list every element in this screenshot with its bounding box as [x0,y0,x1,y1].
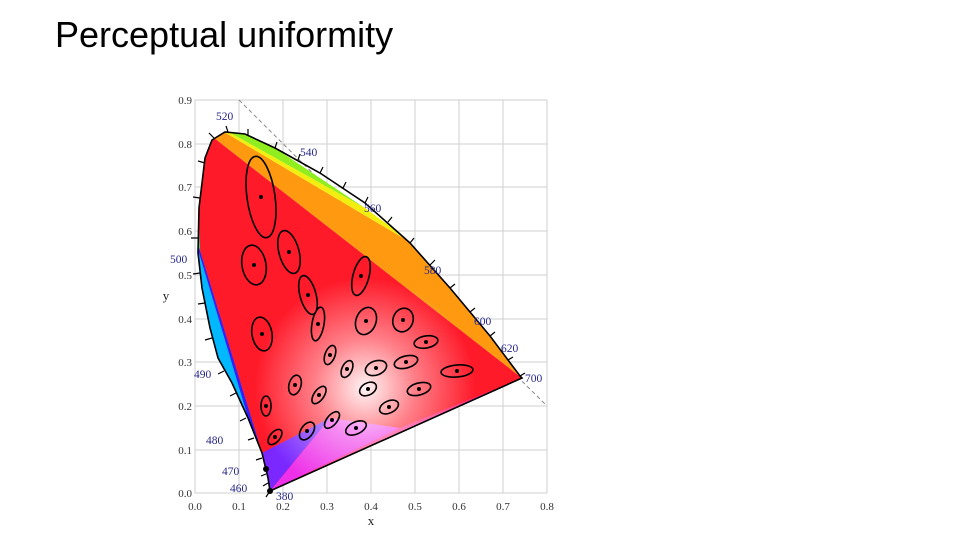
x-tick-label: 0.5 [408,501,422,513]
macadam-ellipses [240,155,474,446]
ellipse [340,359,354,379]
x-tick-label: 0.3 [320,501,334,513]
y-tick-label: 0.1 [178,445,192,457]
wavelength-label: 700 [525,373,543,385]
x-tick-label: 0.1 [232,501,246,513]
x-tick-label: 0.4 [364,501,378,513]
wavelength-ticks [191,125,526,498]
y-tick-labels: 0.0 0.1 0.2 0.3 0.4 0.5 0.6 0.7 0.8 0.9 [178,95,192,500]
wavelength-label: 500 [170,254,188,266]
wavelength-label: 380 [276,491,294,503]
wavelength-label: 620 [501,343,519,355]
ellipse [440,364,474,378]
ellipse [323,344,337,366]
ellipse [323,410,341,430]
ellipse [287,374,303,396]
wavelength-label: 560 [364,203,382,215]
ellipse [250,316,274,352]
ellipse-centers [252,195,459,494]
y-tick-label: 0.4 [178,314,192,326]
wavelength-label: 600 [474,316,492,328]
ellipse [267,428,283,446]
slide-title: Perceptual uniformity [55,14,394,55]
ellipse [354,306,378,336]
y-axis-label: y [163,288,170,303]
ellipse [240,244,268,286]
ellipse [350,255,372,297]
x-tick-label: 0.6 [452,501,466,513]
ellipse [406,381,432,397]
ellipse [260,395,272,417]
wavelength-label: 480 [206,435,224,447]
y-tick-label: 0.3 [178,357,192,369]
ellipse [391,307,415,333]
wavelength-labels: 380 460 470 480 490 500 520 540 560 580 … [170,111,543,503]
ellipse [297,274,319,316]
y-tick-label: 0.2 [178,401,192,413]
wavelength-label: 520 [216,111,234,123]
wavelength-label: 470 [222,466,240,478]
y-tick-label: 0.7 [178,182,192,194]
y-tick-label: 0.6 [178,226,192,238]
y-tick-label: 0.9 [178,95,192,107]
x-tick-label: 0.0 [188,501,202,513]
wavelength-label: 460 [230,483,248,495]
ellipse [378,399,400,415]
x-tick-label: 0.2 [276,501,290,513]
ellipse [358,381,378,397]
ellipse [310,306,326,342]
y-tick-label: 0.8 [178,139,192,151]
ellipse [245,155,277,239]
y-tick-label: 0.5 [178,270,192,282]
wavelength-label: 490 [194,369,212,381]
x-axis-label: x [368,513,375,528]
y-tick-label: 0.0 [178,488,192,500]
ellipse [344,420,368,436]
ellipse [364,359,388,377]
ellipse [276,229,302,275]
ellipse [393,354,419,370]
chromaticity-diagram: 380 460 470 480 490 500 520 540 560 580 … [163,95,555,528]
wavelength-label: 540 [300,147,318,159]
x-tick-label: 0.7 [496,501,510,513]
ellipse [311,385,327,405]
ellipse [413,334,439,350]
ellipse [298,421,316,441]
x-tick-label: 0.8 [540,501,554,513]
x-tick-labels: 0.0 0.1 0.2 0.3 0.4 0.5 0.6 0.7 0.8 [188,501,554,513]
wavelength-label: 580 [424,265,442,277]
